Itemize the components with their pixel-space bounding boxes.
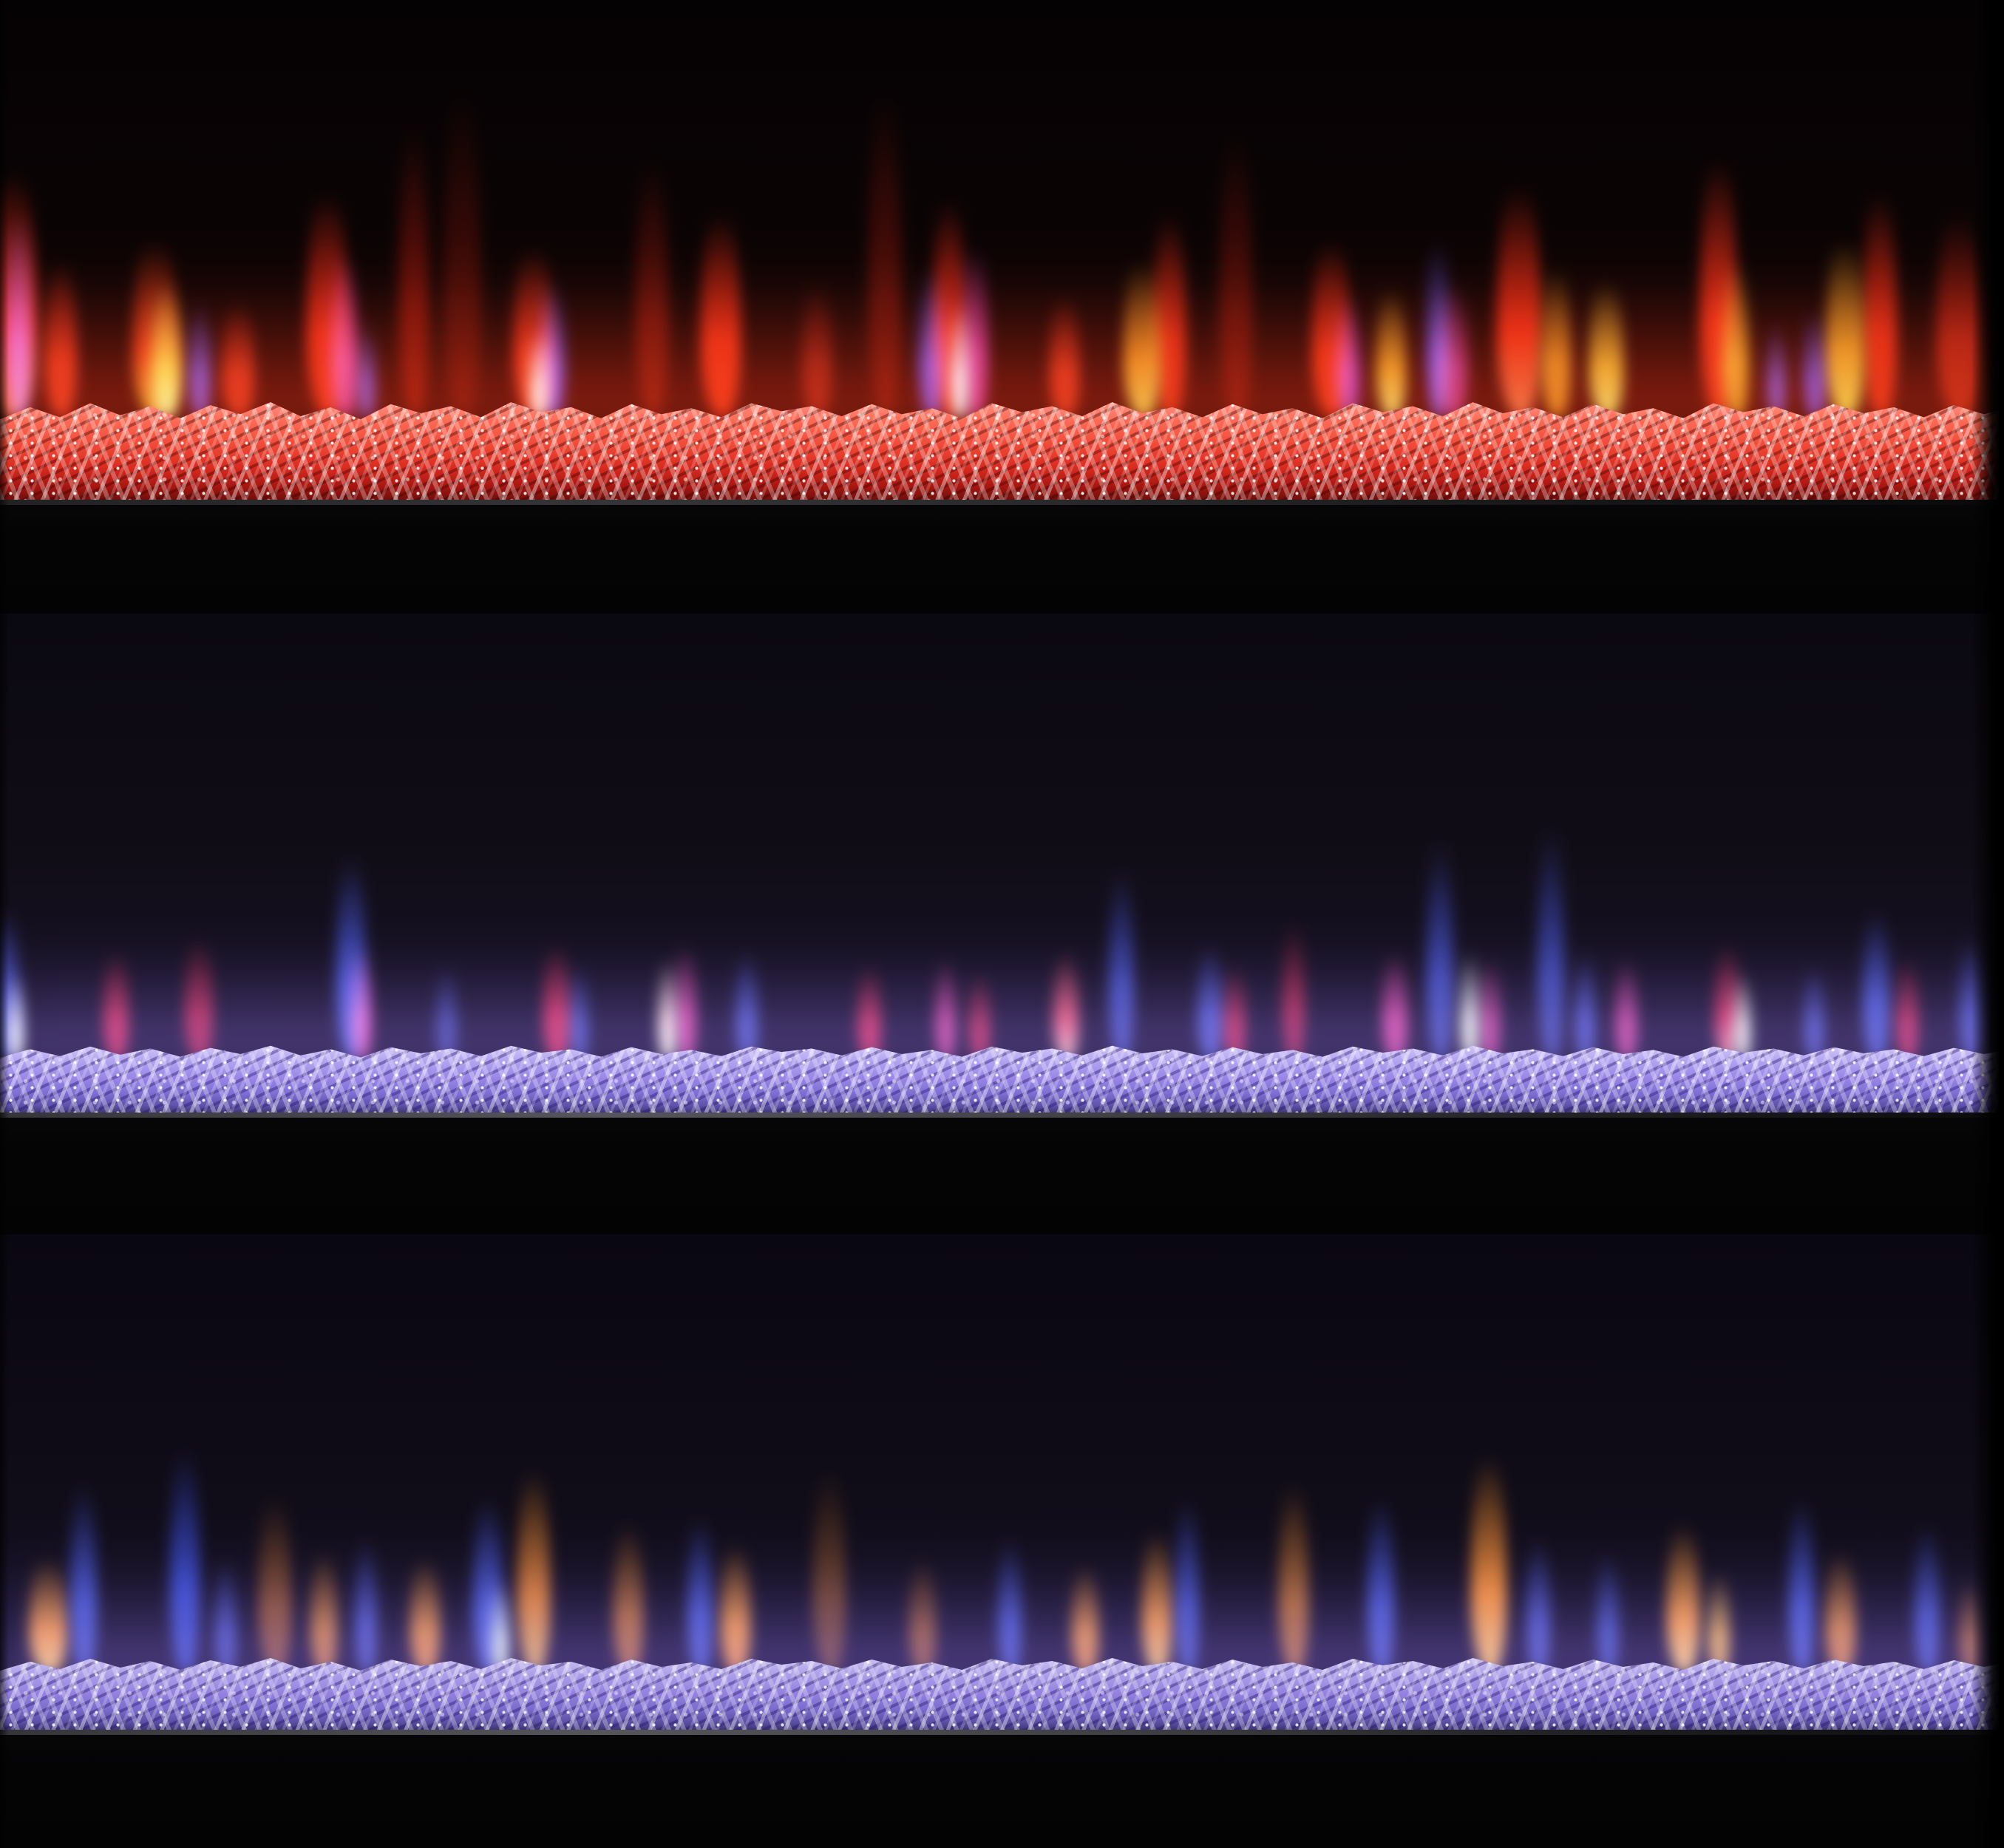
firebox bbox=[0, 614, 2004, 1112]
fireplace-unit-middle: 03 bbox=[0, 614, 2004, 1733]
glass-front-edge bbox=[0, 500, 2004, 505]
firebox bbox=[0, 0, 2004, 500]
glass-front-edge bbox=[0, 1730, 2004, 1735]
glass-front-edge bbox=[0, 1112, 2004, 1118]
fireplace-unit-top: 02 bbox=[0, 0, 2004, 1106]
right-frame-shadow bbox=[1971, 0, 2004, 1848]
crystal-ember-bed bbox=[0, 1045, 2004, 1112]
unit-shelf: 03 bbox=[0, 1112, 2004, 1733]
crystal-ember-bed bbox=[0, 1658, 2004, 1730]
unit-shelf: 02 bbox=[0, 500, 2004, 1106]
flame-effect-layer bbox=[0, 0, 2004, 418]
crystal-ember-bed bbox=[0, 402, 2004, 500]
left-frame-shadow bbox=[0, 0, 9, 1848]
ember-glow-haze bbox=[0, 950, 2004, 1068]
flame-effect-layer bbox=[0, 1234, 2004, 1674]
firebox bbox=[0, 1234, 2004, 1730]
fireplace-unit-bottom: 04 bbox=[0, 1234, 2004, 1848]
flame-effect-layer bbox=[0, 614, 2004, 1061]
unit-shelf: 04 bbox=[0, 1730, 2004, 1848]
